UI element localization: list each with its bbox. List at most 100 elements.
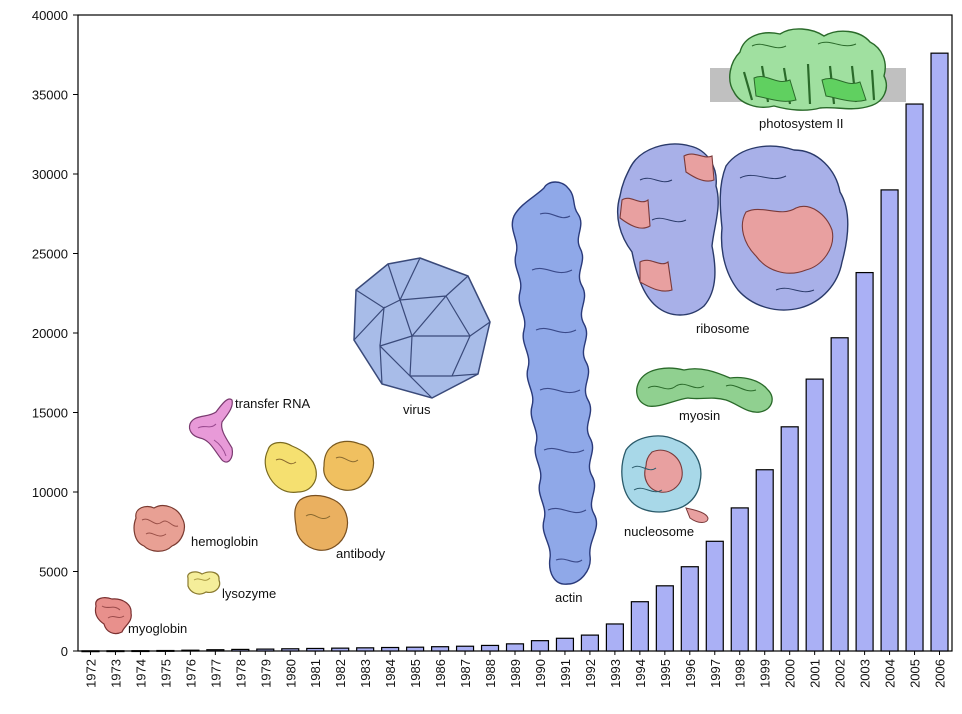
x-axis: 1972 1973 1974 1975 1976 1977 1978 1979 1980 1981… (83, 651, 948, 688)
bar-1999 (755, 469, 774, 652)
x-tick-label: 1982 (333, 659, 348, 688)
molecule-label: transfer RNA (235, 396, 310, 411)
x-tick-label: 1983 (358, 659, 373, 688)
y-tick-label: 35000 (32, 88, 68, 103)
actin-icon (511, 181, 598, 585)
x-tick-label: 1977 (208, 659, 223, 688)
ribosome-icon (616, 143, 849, 316)
bar-1982 (331, 647, 350, 652)
bar-1987 (455, 645, 475, 652)
molecule-label: myoglobin (128, 621, 187, 636)
x-tick-label: 1972 (83, 659, 98, 688)
bar-1998 (730, 507, 749, 652)
x-tick-label: 1986 (433, 659, 448, 688)
bar-1979 (256, 648, 275, 652)
y-tick-label: 5000 (39, 565, 68, 580)
myosin-icon (636, 367, 773, 413)
x-tick-label: 2003 (858, 659, 873, 688)
y-tick-label: 0 (61, 644, 68, 659)
bar-1975 (156, 649, 175, 652)
bar-2002 (830, 337, 849, 652)
antibody-icon (264, 440, 375, 551)
myoglobin-icon (94, 597, 132, 635)
hemoglobin-icon (133, 505, 185, 552)
bar-1977 (206, 649, 225, 652)
bar-1976 (181, 649, 200, 652)
bar-1980 (281, 648, 300, 652)
molecule-label: photosystem II (759, 116, 844, 131)
y-tick-label: 30000 (32, 167, 68, 182)
x-tick-label: 1979 (258, 659, 273, 688)
bar-1994 (630, 601, 649, 652)
x-tick-label: 2001 (808, 659, 823, 688)
bar-1978 (231, 648, 250, 652)
molecule-label: actin (555, 590, 582, 605)
x-tick-label: 1984 (383, 659, 398, 688)
x-tick-label: 1994 (633, 659, 648, 688)
bar-2001 (805, 378, 824, 652)
bar-1973 (106, 650, 125, 653)
bar-1990 (530, 640, 550, 652)
x-tick-label: 1993 (608, 659, 623, 688)
x-tick-label: 1985 (408, 659, 423, 688)
bar-1984 (381, 646, 400, 652)
y-tick-label: 40000 (32, 8, 68, 23)
transfer-rna-icon (188, 398, 233, 463)
bar-1983 (356, 647, 375, 652)
x-tick-label: 1998 (733, 659, 748, 688)
bar-1995 (655, 585, 674, 652)
x-tick-label: 1999 (758, 659, 773, 688)
bar-1996 (680, 566, 699, 652)
bar-1985 (406, 646, 425, 652)
x-tick-label: 1992 (583, 659, 598, 688)
x-tick-label: 2000 (783, 659, 798, 688)
x-tick-label: 1987 (458, 659, 473, 688)
bar-1997 (705, 540, 724, 652)
x-tick-label: 1975 (158, 659, 173, 688)
x-tick-label: 1997 (708, 659, 723, 688)
x-tick-label: 2005 (908, 659, 923, 688)
bar-1974 (131, 650, 150, 653)
bar-2005 (905, 103, 924, 652)
x-tick-label: 2002 (833, 659, 848, 688)
bar-1992 (580, 634, 600, 652)
molecule-label: virus (403, 402, 431, 417)
bar-2006 (930, 52, 949, 652)
x-tick-label: 1996 (683, 659, 698, 688)
bar-1981 (306, 647, 325, 652)
virus-icon (353, 257, 491, 399)
bar-1986 (430, 646, 450, 652)
bar-1988 (480, 644, 500, 652)
molecule-label: nucleosome (624, 524, 694, 539)
bar-series (81, 52, 949, 653)
x-tick-label: 1980 (283, 659, 298, 688)
bar-2000 (780, 426, 799, 652)
bar-1972 (81, 650, 100, 653)
x-tick-label: 1990 (533, 659, 548, 688)
x-tick-label: 1989 (508, 659, 523, 688)
photosystem-ii-icon (710, 28, 906, 111)
molecule-label: lysozyme (222, 586, 276, 601)
molecule-label: hemoglobin (191, 534, 258, 549)
bar-2003 (855, 271, 874, 652)
y-tick-label: 25000 (32, 247, 68, 262)
bar-2004 (880, 189, 899, 652)
x-tick-label: 1988 (483, 659, 498, 688)
bar-1993 (605, 623, 624, 652)
x-tick-label: 2006 (933, 659, 948, 688)
molecule-label: ribosome (696, 321, 749, 336)
x-tick-label: 1991 (558, 659, 573, 688)
molecule-illustrations: myoglobin lysozyme hemoglobin transfer R… (94, 28, 906, 636)
x-tick-label: 1974 (133, 659, 148, 688)
x-tick-label: 1981 (308, 659, 323, 688)
bar-1991 (555, 637, 575, 652)
y-tick-label: 10000 (32, 485, 68, 500)
x-tick-label: 1995 (658, 659, 673, 688)
bar-1989 (505, 643, 525, 652)
nucleosome-icon (621, 435, 709, 523)
x-tick-label: 1978 (233, 659, 248, 688)
lysozyme-icon (187, 571, 221, 595)
molecule-label: antibody (336, 546, 386, 561)
x-tick-label: 2004 (883, 659, 898, 688)
